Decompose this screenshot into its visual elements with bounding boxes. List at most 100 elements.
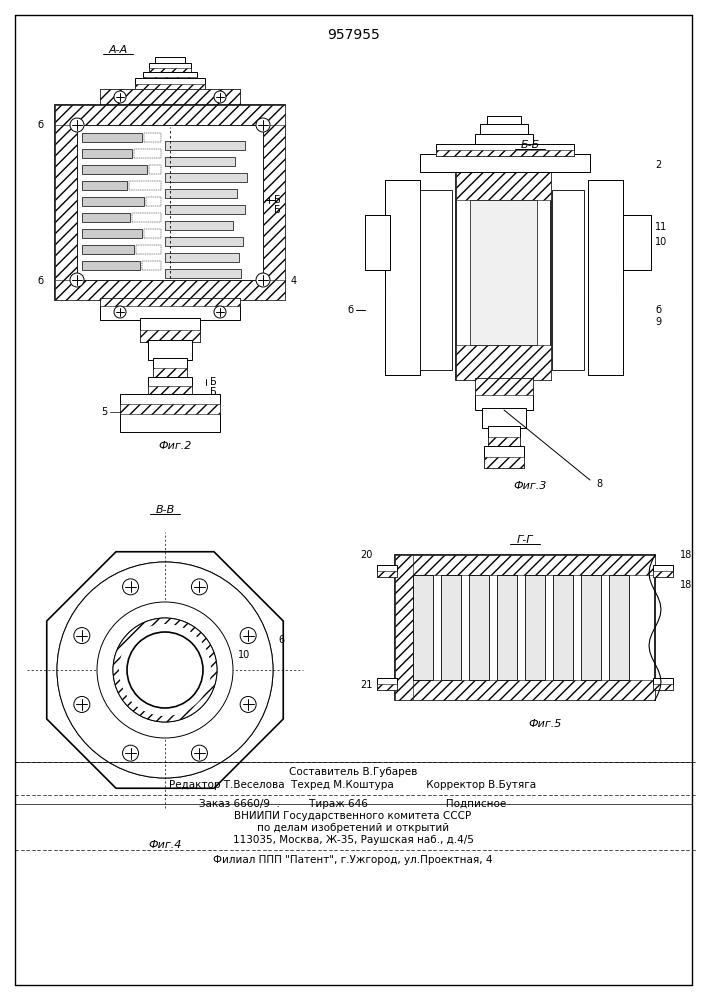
Bar: [146, 197, 161, 206]
Text: Б: Б: [274, 205, 281, 215]
Bar: [395, 555, 655, 575]
Circle shape: [159, 622, 171, 634]
Circle shape: [114, 91, 126, 103]
Bar: [120, 404, 220, 414]
Bar: [365, 215, 390, 270]
Text: d: d: [175, 715, 182, 725]
Text: 18: 18: [680, 550, 692, 560]
Bar: [165, 205, 245, 214]
Bar: [385, 180, 420, 375]
Text: В-В: В-В: [156, 505, 175, 515]
Text: Б: Б: [209, 377, 216, 387]
Text: Фиг.4: Фиг.4: [148, 840, 182, 850]
Bar: [475, 134, 533, 144]
Bar: [135, 84, 205, 90]
Bar: [480, 124, 528, 134]
Circle shape: [57, 562, 273, 778]
Text: Г-Г: Г-Г: [517, 535, 533, 545]
Text: Б: Б: [274, 195, 281, 205]
Text: 10: 10: [655, 237, 667, 247]
Bar: [100, 89, 240, 105]
Circle shape: [195, 643, 207, 655]
Circle shape: [214, 306, 226, 318]
Bar: [581, 575, 601, 680]
Bar: [55, 105, 77, 300]
Bar: [365, 215, 390, 270]
Bar: [149, 68, 191, 73]
Bar: [77, 125, 263, 280]
Text: Филиал ППП "Патент", г.Ужгород, ул.Проектная, 4: Филиал ППП "Патент", г.Ужгород, ул.Проек…: [214, 855, 493, 865]
Circle shape: [214, 91, 226, 103]
Bar: [135, 78, 205, 90]
Bar: [377, 678, 397, 690]
Bar: [475, 378, 533, 395]
Bar: [623, 215, 651, 270]
Circle shape: [70, 118, 84, 132]
Bar: [487, 116, 521, 124]
Bar: [497, 575, 517, 680]
Polygon shape: [47, 552, 284, 788]
Bar: [436, 144, 574, 156]
Bar: [395, 555, 655, 700]
Bar: [82, 261, 140, 270]
Bar: [165, 173, 247, 182]
Circle shape: [122, 579, 139, 595]
Circle shape: [240, 628, 256, 644]
Text: 21: 21: [361, 680, 373, 690]
Text: 18: 18: [680, 580, 692, 590]
Bar: [82, 133, 142, 142]
Text: б: б: [655, 305, 661, 315]
Bar: [456, 165, 551, 380]
Bar: [385, 180, 420, 280]
Circle shape: [74, 628, 90, 644]
Bar: [456, 165, 551, 200]
Circle shape: [97, 602, 233, 738]
Bar: [484, 457, 524, 468]
Bar: [140, 318, 200, 342]
Circle shape: [127, 632, 203, 708]
Bar: [100, 89, 240, 105]
Bar: [136, 245, 161, 254]
Bar: [134, 149, 161, 158]
Text: 2: 2: [655, 160, 661, 170]
Text: Б-Б: Б-Б: [520, 140, 539, 150]
Bar: [100, 298, 240, 306]
Bar: [143, 72, 197, 82]
Bar: [441, 575, 461, 680]
Bar: [143, 77, 197, 82]
Text: А-А: А-А: [108, 45, 128, 55]
Bar: [149, 63, 191, 73]
Bar: [420, 190, 452, 370]
Bar: [148, 340, 192, 360]
Bar: [132, 213, 161, 222]
Bar: [475, 378, 533, 410]
Bar: [153, 358, 187, 378]
Bar: [484, 446, 524, 468]
Bar: [129, 181, 161, 190]
Bar: [488, 437, 520, 448]
Text: 11: 11: [655, 222, 667, 232]
Text: 113035, Москва, Ж-35, Раушская наб., д.4/5: 113035, Москва, Ж-35, Раушская наб., д.4…: [233, 835, 474, 845]
Bar: [148, 386, 192, 395]
Bar: [82, 229, 142, 238]
Circle shape: [122, 745, 139, 761]
Circle shape: [113, 618, 217, 722]
Bar: [653, 684, 673, 690]
Text: б: б: [347, 305, 353, 315]
Bar: [82, 181, 127, 190]
Text: 9: 9: [655, 317, 661, 327]
Circle shape: [62, 567, 268, 773]
Circle shape: [192, 745, 207, 761]
Bar: [552, 190, 584, 370]
Bar: [413, 575, 433, 680]
Circle shape: [195, 685, 207, 697]
Text: 20: 20: [361, 550, 373, 560]
Bar: [395, 555, 413, 700]
Bar: [55, 280, 285, 300]
Bar: [100, 298, 240, 320]
Bar: [482, 408, 526, 428]
Bar: [140, 330, 200, 342]
Bar: [165, 253, 239, 262]
Text: Редактор Т.Веселова  Техред М.Коштура          Корректор В.Бутяга: Редактор Т.Веселова Техред М.Коштура Кор…: [170, 780, 537, 790]
Bar: [420, 154, 590, 172]
